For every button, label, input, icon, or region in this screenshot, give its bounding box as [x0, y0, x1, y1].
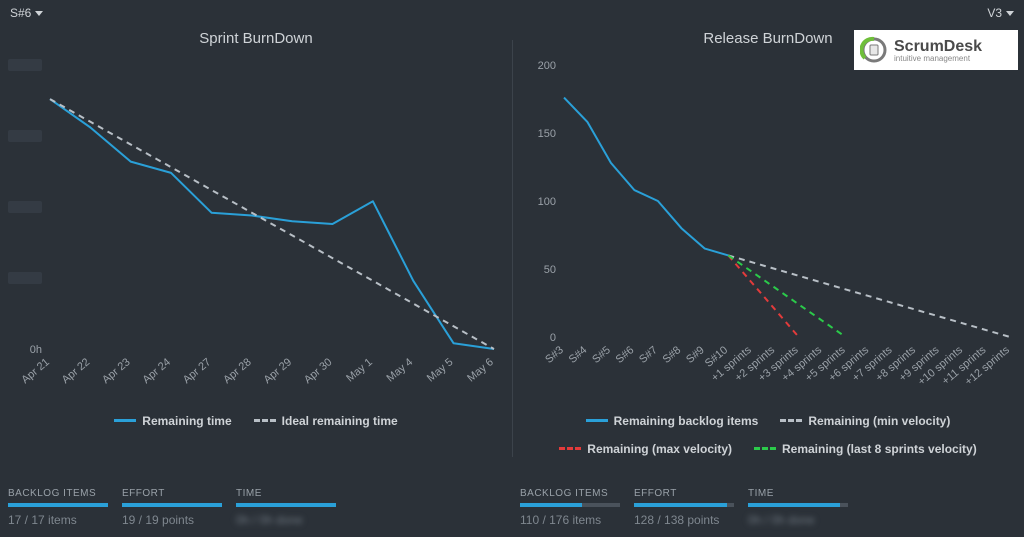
legend-swatch — [754, 447, 776, 450]
release-burndown-chart[interactable]: 050100150200S#3S#4S#5S#6S#7S#8S#9S#10+1 … — [512, 49, 1024, 409]
logo-text: ScrumDesk — [894, 38, 982, 55]
stat-value: 17 / 17 items — [8, 513, 108, 527]
legend-label: Remaining (last 8 sprints velocity) — [782, 442, 977, 456]
legend-label: Remaining time — [142, 414, 231, 428]
stat-block: BACKLOG ITEMS 110 / 176 items — [520, 488, 620, 527]
legend-swatch — [254, 419, 276, 422]
sprint-stats: BACKLOG ITEMS 17 / 17 items EFFORT 19 / 19 … — [8, 488, 504, 527]
stat-value: 0h / 0h done — [748, 513, 848, 527]
svg-text:Apr 30: Apr 30 — [302, 356, 335, 386]
stat-value: 110 / 176 items — [520, 513, 620, 527]
legend-label: Remaining (min velocity) — [808, 414, 950, 428]
sprint-chart-title: Sprint BurnDown — [0, 30, 512, 47]
legend-label: Ideal remaining time — [282, 414, 398, 428]
stat-progress-bar — [122, 503, 222, 507]
stat-label: TIME — [748, 488, 848, 499]
svg-text:Apr 27: Apr 27 — [181, 356, 214, 386]
svg-text:Apr 23: Apr 23 — [100, 356, 133, 386]
svg-text:Apr 22: Apr 22 — [60, 356, 93, 386]
svg-text:Apr 21: Apr 21 — [19, 356, 52, 386]
stat-value: 0h / 0h done — [236, 513, 336, 527]
svg-text:May 4: May 4 — [385, 356, 416, 384]
sprint-burndown-chart[interactable]: 0hApr 21 Apr 22Apr 23Apr 24 Apr 27Apr 28 Ap… — [0, 49, 512, 409]
sprint-selector-dropdown[interactable]: S#6 — [10, 6, 43, 20]
legend-swatch — [780, 419, 802, 422]
legend-item: Remaining (max velocity) — [559, 442, 732, 456]
stat-block: BACKLOG ITEMS 17 / 17 items — [8, 488, 108, 527]
svg-text:May 5: May 5 — [425, 356, 456, 384]
svg-text:Apr 29: Apr 29 — [262, 356, 295, 386]
sprint-selector-label: S#6 — [10, 6, 31, 20]
stat-progress-bar — [520, 503, 620, 507]
svg-text:200: 200 — [538, 60, 556, 72]
stat-label: BACKLOG ITEMS — [520, 488, 620, 499]
svg-text:0h: 0h — [30, 344, 42, 356]
stat-progress-bar — [8, 503, 108, 507]
svg-text:S#7: S#7 — [637, 344, 660, 366]
svg-text:May 1: May 1 — [344, 356, 375, 384]
svg-text:Apr 24: Apr 24 — [140, 356, 173, 386]
legend-item: Ideal remaining time — [254, 414, 398, 428]
stat-block: EFFORT 19 / 19 points — [122, 488, 222, 527]
logo-mark-icon — [860, 36, 888, 64]
legend-item: Remaining backlog items — [586, 414, 759, 428]
svg-text:S#6: S#6 — [614, 344, 637, 366]
sprint-burndown-panel: Sprint BurnDown 0hApr 21Apr 22Apr 23Apr … — [0, 26, 512, 537]
svg-text:50: 50 — [544, 264, 556, 276]
svg-text:May 6: May 6 — [465, 356, 496, 384]
version-selector-dropdown[interactable]: V3 — [987, 6, 1014, 20]
stat-value: 128 / 138 points — [634, 513, 734, 527]
stat-progress-bar — [236, 503, 336, 507]
legend-swatch — [586, 419, 608, 422]
top-bar: S#6 V3 — [0, 0, 1024, 22]
release-legend: Remaining backlog items Remaining (min ve… — [512, 411, 1024, 456]
svg-text:S#4: S#4 — [567, 344, 590, 366]
svg-text:150: 150 — [538, 128, 556, 140]
svg-text:0: 0 — [550, 332, 556, 344]
legend-item: Remaining time — [114, 414, 231, 428]
legend-swatch — [559, 447, 581, 450]
legend-item: Remaining (min velocity) — [780, 414, 950, 428]
release-burndown-panel: Release BurnDown 050100150200S#3S#4S#5S#… — [512, 26, 1024, 537]
scrumdesk-logo: ScrumDesk intuitive management — [854, 30, 1018, 70]
logo-subtitle: intuitive management — [894, 54, 982, 63]
stat-label: EFFORT — [634, 488, 734, 499]
svg-text:100: 100 — [538, 196, 556, 208]
release-stats: BACKLOG ITEMS 110 / 176 items EFFORT 128 / … — [520, 488, 1016, 527]
legend-label: Remaining backlog items — [614, 414, 759, 428]
svg-text:S#8: S#8 — [661, 344, 684, 366]
chevron-down-icon — [35, 11, 43, 16]
stat-value: 19 / 19 points — [122, 513, 222, 527]
version-selector-label: V3 — [987, 6, 1002, 20]
stat-block: TIME 0h / 0h done — [748, 488, 848, 527]
stat-block: EFFORT 128 / 138 points — [634, 488, 734, 527]
stat-label: EFFORT — [122, 488, 222, 499]
stat-block: TIME 0h / 0h done — [236, 488, 336, 527]
chevron-down-icon — [1006, 11, 1014, 16]
legend-item: Remaining (last 8 sprints velocity) — [754, 442, 977, 456]
stat-progress-bar — [748, 503, 848, 507]
stat-label: TIME — [236, 488, 336, 499]
legend-swatch — [114, 419, 136, 422]
stat-progress-bar — [634, 503, 734, 507]
svg-text:S#3: S#3 — [543, 344, 566, 366]
sprint-legend: Remaining time Ideal remaining time — [0, 411, 512, 428]
legend-label: Remaining (max velocity) — [587, 442, 732, 456]
svg-text:Apr 28: Apr 28 — [221, 356, 254, 386]
svg-text:S#5: S#5 — [590, 344, 613, 366]
stat-label: BACKLOG ITEMS — [8, 488, 108, 499]
